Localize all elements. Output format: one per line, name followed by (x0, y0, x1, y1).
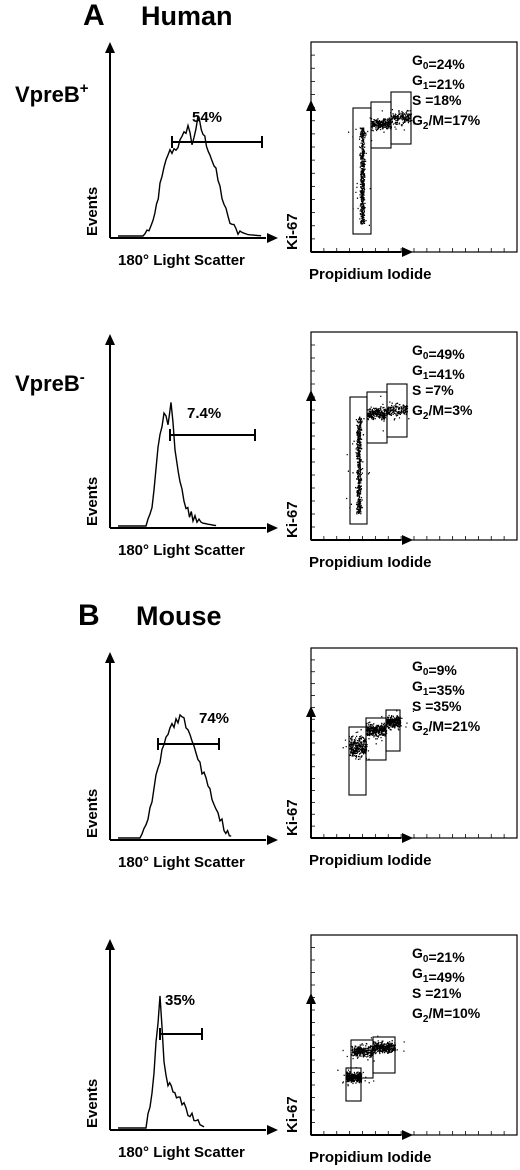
phase-stat-g2m: G2/M=3% (412, 402, 473, 422)
hist-x-label: 180° Light Scatter (118, 542, 245, 559)
row-label: VpreB- (15, 369, 85, 396)
dot-x-arrow (402, 833, 413, 843)
phase-stat-g0: G0=21% (412, 945, 465, 965)
hist-x-label: 180° Light Scatter (118, 854, 245, 871)
phase-stat-s: S =35% (412, 698, 462, 714)
gate-percent: 54% (192, 109, 222, 126)
dot-cloud (348, 108, 415, 227)
section-species: Human (141, 1, 233, 31)
hist-y-label: Events (84, 187, 101, 236)
phase-stat-g2m: G2/M=21% (412, 718, 481, 738)
gate-percent: 74% (199, 710, 229, 727)
dot-y-arrow (306, 390, 316, 401)
hist-y-label: Events (84, 1079, 101, 1128)
phase-stat-g1: G1=41% (412, 362, 465, 382)
phase-stat-g2m: G2/M=10% (412, 1005, 481, 1025)
phase-stat-g1: G1=35% (412, 678, 465, 698)
phase-stat-g1: G1=21% (412, 72, 465, 92)
phase-stat-s: S =18% (412, 92, 462, 108)
gate-box (352, 107, 372, 235)
dot-y-arrow (306, 100, 316, 111)
dot-x-arrow (402, 247, 413, 257)
hist-x-arrow (267, 835, 278, 845)
dot-x-arrow (402, 1130, 413, 1140)
section-species: Mouse (136, 601, 222, 631)
dot-cloud (346, 395, 416, 515)
dot-x-label: Propidium Iodide (309, 852, 432, 869)
dot-y-label: Ki-67 (284, 1096, 301, 1133)
hist-y-label: Events (84, 789, 101, 838)
hist-y-arrow (105, 939, 115, 950)
phase-stat-g0: G0=49% (412, 342, 465, 362)
dot-x-label: Propidium Iodide (309, 554, 432, 571)
hist-y-arrow (105, 42, 115, 53)
dot-y-arrow (306, 706, 316, 717)
gate-box (349, 396, 368, 525)
dot-cloud (337, 1035, 405, 1087)
gate-box (348, 726, 367, 796)
dot-y-arrow (306, 993, 316, 1004)
section-letter: B (78, 599, 100, 632)
histogram-curve (118, 402, 217, 527)
dotplot-frame (310, 647, 518, 839)
phase-stat-g0: G0=24% (412, 52, 465, 72)
dot-y-label: Ki-67 (284, 799, 301, 836)
hist-y-arrow (105, 334, 115, 345)
hist-x-arrow (267, 233, 278, 243)
hist-x-label: 180° Light Scatter (118, 1144, 245, 1161)
dot-y-label: Ki-67 (284, 213, 301, 250)
gate-percent: 7.4% (187, 405, 221, 422)
phase-stat-s: S =21% (412, 985, 462, 1001)
histogram-curve (118, 115, 262, 237)
dot-x-label: Propidium Iodide (309, 266, 432, 283)
phase-stat-g2m: G2/M=17% (412, 112, 481, 132)
phase-stat-s: S =7% (412, 382, 454, 398)
dot-x-label: Propidium Iodide (309, 1149, 432, 1166)
dot-cloud (342, 710, 414, 761)
gate-box (345, 1067, 362, 1102)
phase-stat-g0: G0=9% (412, 658, 457, 678)
hist-y-arrow (105, 652, 115, 663)
gate-percent: 35% (165, 992, 195, 1009)
hist-y-label: Events (84, 477, 101, 526)
row-label: VpreB+ (15, 80, 89, 107)
hist-x-arrow (267, 523, 278, 533)
histogram-curve (118, 713, 232, 839)
phase-stat-g1: G1=49% (412, 965, 465, 985)
hist-x-arrow (267, 1125, 278, 1135)
histogram-curve (118, 995, 205, 1129)
section-letter: A (83, 0, 105, 32)
dot-x-arrow (402, 535, 413, 545)
hist-x-label: 180° Light Scatter (118, 252, 245, 269)
dot-y-label: Ki-67 (284, 501, 301, 538)
